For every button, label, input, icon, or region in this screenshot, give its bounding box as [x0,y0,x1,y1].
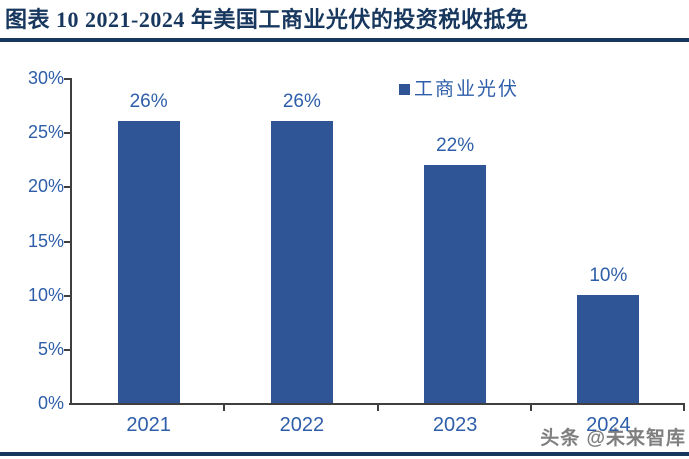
x-axis-category-label: 2021 [126,414,171,436]
x-axis-tick [529,403,532,411]
y-axis-tick-label: 30% [27,68,64,88]
x-axis-tick [376,403,379,411]
bar-2024 [577,294,640,403]
y-axis-line [70,78,72,405]
x-axis-tick [683,403,685,411]
y-axis-tick-label: 5% [37,338,64,359]
bar-2023 [424,164,487,403]
bar-data-label: 26% [129,91,168,113]
x-axis-category-label: 2024 [586,414,631,436]
title-divider-line [0,38,689,42]
legend-swatch-icon [399,84,410,95]
chart-legend: 工商业光伏 [399,80,519,99]
bar-2022 [270,121,333,403]
y-axis-tick [64,132,70,135]
bar-data-label: 10% [589,264,628,286]
y-axis-tick-label: 20% [27,176,64,197]
y-axis-tick [64,186,70,189]
x-axis-category-label: 2022 [279,414,325,436]
bar-2021 [117,121,180,403]
y-axis-tick-label: 10% [27,284,64,305]
y-axis-tick-label: 25% [27,122,64,143]
y-axis-tick [64,294,70,297]
x-axis-category-label: 2023 [432,414,478,436]
y-axis-tick [64,348,70,351]
y-axis-tick [64,240,70,243]
legend-series-label: 工商业光伏 [414,79,520,100]
watermark-text: 头条 @未来智库 [540,428,686,449]
y-axis-tick-label: 15% [27,230,64,251]
figure-title: 图表 10 2021-2024 年美国工商业光伏的投资税收抵免 [5,7,529,32]
y-axis-tick-label: 0% [37,393,64,413]
x-axis-tick [223,403,226,411]
y-axis-tick [64,78,70,80]
bottom-divider-line [0,452,689,456]
bar-data-label: 22% [436,134,475,156]
bar-data-label: 26% [282,91,321,113]
